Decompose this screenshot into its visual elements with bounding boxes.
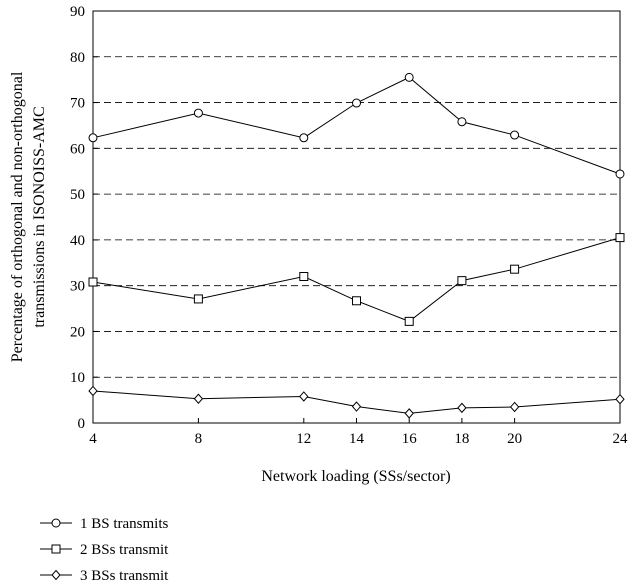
data-point xyxy=(457,402,467,414)
data-point xyxy=(404,72,414,82)
y-tick-label: 40 xyxy=(70,233,85,249)
legend-label: 3 BSs transmit xyxy=(80,568,169,583)
legend-label: 2 BSs transmit xyxy=(80,542,169,558)
data-point xyxy=(193,393,204,404)
series-layer xyxy=(88,72,625,419)
plot-area xyxy=(92,10,621,424)
data-point xyxy=(509,401,520,413)
y-tick-label: 70 xyxy=(70,96,85,112)
data-point xyxy=(299,272,309,282)
y-tick-label: 50 xyxy=(70,187,85,203)
series-2 xyxy=(88,233,625,326)
x-tick-label: 24 xyxy=(613,431,629,447)
data-point xyxy=(615,233,625,243)
series-line xyxy=(92,76,621,175)
legend-label: 1 BS transmits xyxy=(80,516,169,532)
data-point xyxy=(351,401,362,412)
data-point xyxy=(457,276,467,286)
data-point xyxy=(88,385,98,397)
data-point xyxy=(457,117,467,127)
data-point xyxy=(352,98,361,108)
legend: 1 BS transmits 2 BSs transmit 3 BSs transm… xyxy=(40,516,169,583)
series-3 xyxy=(88,385,625,419)
y-tick-label: 30 xyxy=(70,279,85,295)
data-point xyxy=(352,296,361,306)
series-1 xyxy=(88,72,625,179)
x-tick-label: 4 xyxy=(89,431,97,447)
data-point xyxy=(510,130,520,140)
x-axis-title: Network loading (SSs/sector) xyxy=(261,468,450,485)
y-axis-title-line-1: Percentage of orthogonal and non-orthogo… xyxy=(9,71,26,362)
series-line xyxy=(92,390,621,414)
legend-marker xyxy=(51,518,61,528)
data-point xyxy=(193,294,203,304)
legend-item: 2 BSs transmit xyxy=(40,542,169,558)
y-tick-label: 80 xyxy=(70,50,85,66)
x-tick-label: 14 xyxy=(349,431,365,447)
data-point xyxy=(404,408,414,419)
legend-item: 1 BS transmits xyxy=(40,516,169,532)
series-line xyxy=(92,237,621,322)
y-tick-label: 20 xyxy=(70,324,85,340)
data-point xyxy=(404,316,414,326)
data-point xyxy=(193,108,203,118)
y-tick-label: 10 xyxy=(70,370,85,386)
y-tick-label: 90 xyxy=(70,4,85,20)
data-point xyxy=(299,133,309,143)
y-tick-label: 0 xyxy=(78,416,86,432)
x-tick-label: 18 xyxy=(454,431,469,447)
data-point xyxy=(510,264,520,274)
data-point xyxy=(615,393,625,405)
legend-marker xyxy=(51,569,61,581)
y-axis-title-line-2: transmissions in ISONOISS-AMC xyxy=(31,106,48,327)
legend-marker xyxy=(51,544,61,554)
x-axis-ticks: 4 8 12 14 16 18 20 24 xyxy=(89,418,628,447)
legend-item: 3 BSs transmit xyxy=(40,568,169,583)
data-point xyxy=(615,169,625,179)
x-tick-label: 16 xyxy=(402,431,418,447)
x-tick-label: 12 xyxy=(296,431,311,447)
x-tick-label: 8 xyxy=(195,431,203,447)
y-axis-ticks: 0 10 20 30 40 50 60 70 80 90 xyxy=(70,4,98,432)
y-tick-label: 60 xyxy=(70,141,85,157)
data-point xyxy=(88,133,98,143)
data-point xyxy=(299,391,309,402)
data-point xyxy=(88,277,98,287)
x-tick-label: 20 xyxy=(507,431,522,447)
